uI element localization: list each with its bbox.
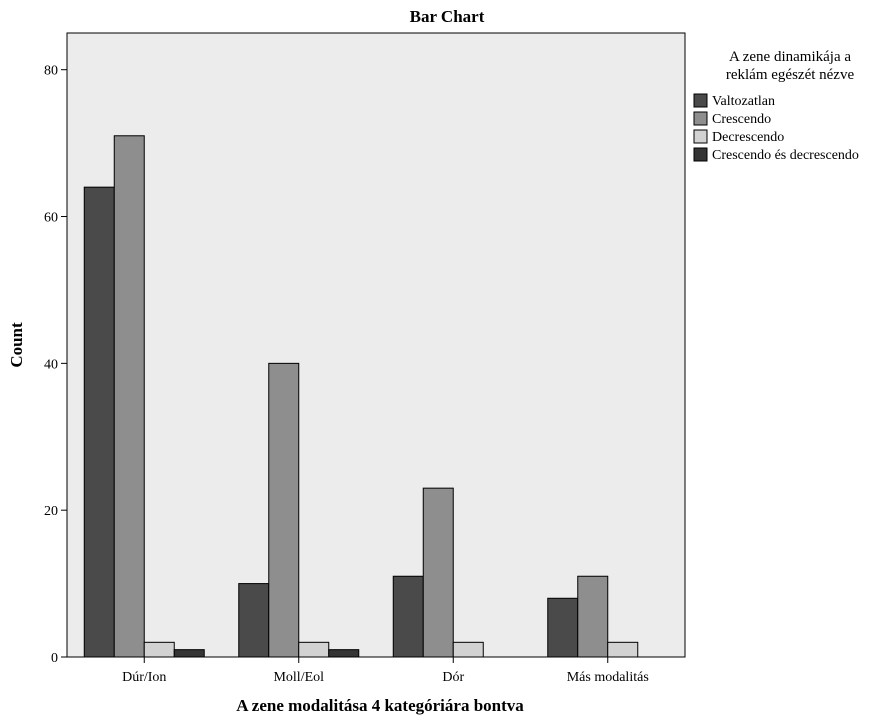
legend-swatch xyxy=(693,147,708,162)
bar xyxy=(268,362,300,658)
bar xyxy=(143,641,175,658)
bar xyxy=(173,649,205,658)
y-tick-label: 80 xyxy=(44,64,58,79)
legend: A zene dinamikája a reklám egészét nézve… xyxy=(693,49,859,163)
bar xyxy=(547,597,579,658)
legend-swatch xyxy=(693,93,708,108)
bar xyxy=(83,186,115,658)
bar xyxy=(607,641,639,658)
y-tick-label: 60 xyxy=(44,211,58,226)
bar xyxy=(298,641,330,658)
bar xyxy=(577,575,609,658)
bars xyxy=(83,135,639,658)
x-axis: Dúr/Ion Moll/Eol Dór Más modalitás xyxy=(122,657,649,685)
bar xyxy=(392,575,424,658)
y-tick-label: 20 xyxy=(44,504,58,519)
legend-items: Valtozatlan Crescendo Decrescendo Crescendo… xyxy=(693,93,859,163)
legend-swatch xyxy=(693,129,708,144)
x-tick-label: Dúr/Ion xyxy=(122,670,166,685)
legend-swatch xyxy=(693,111,708,126)
y-tick-label: 40 xyxy=(44,357,58,372)
legend-label: Crescendo xyxy=(712,112,771,127)
legend-label: Valtozatlan xyxy=(712,94,775,109)
y-tick-label: 0 xyxy=(51,651,58,666)
bar xyxy=(113,135,145,658)
x-axis-label: A zene modalitása 4 kategóriára bontva xyxy=(236,696,524,715)
bar xyxy=(238,583,270,658)
legend-label: Decrescendo xyxy=(712,130,784,145)
x-tick-label: Moll/Eol xyxy=(273,670,324,685)
bar xyxy=(422,487,454,658)
legend-title-line-1: A zene dinamikája a xyxy=(729,49,851,65)
y-axis: 0 20 40 60 80 xyxy=(44,64,67,666)
x-tick-label: Más modalitás xyxy=(567,670,649,685)
chart-title: Bar Chart xyxy=(410,7,485,26)
legend-label: Crescendo és decrescendo xyxy=(712,148,859,163)
bar xyxy=(328,649,360,658)
bar xyxy=(452,641,484,658)
plot-area xyxy=(66,32,686,658)
x-tick-label: Dór xyxy=(442,670,464,685)
y-axis-label: Count xyxy=(7,322,26,368)
legend-title-line-2: reklám egészét nézve xyxy=(726,67,855,83)
